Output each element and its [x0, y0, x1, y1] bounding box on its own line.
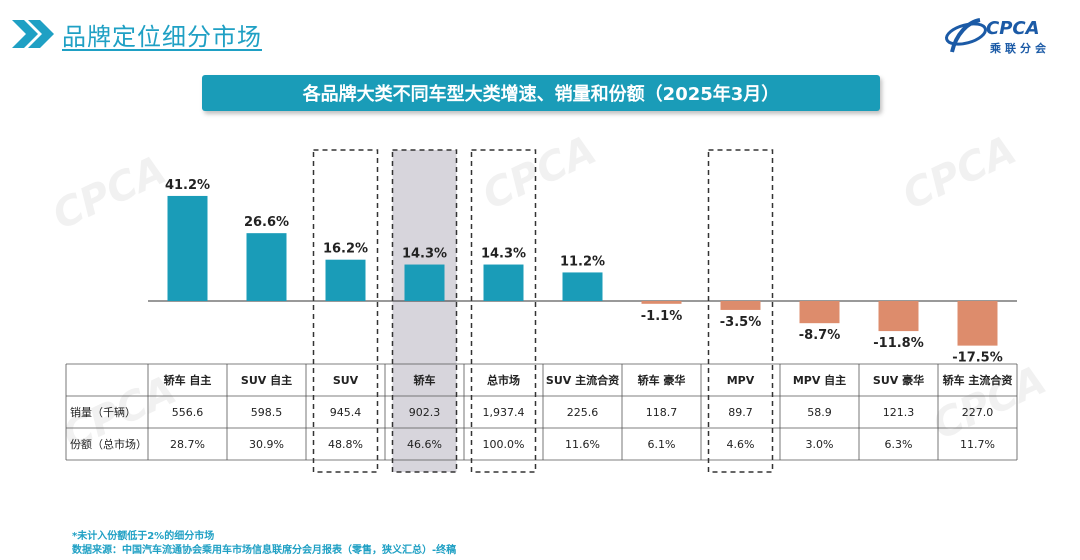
table-cell: 118.7: [646, 406, 678, 419]
chart-title: 各品牌大类不同车型大类增速、销量和份额（2025年3月）: [302, 84, 780, 105]
table-cell: 100.0%: [483, 438, 525, 451]
highlight-dashed-box: [312, 149, 379, 473]
chart-title-banner: 各品牌大类不同车型大类增速、销量和份额（2025年3月）: [202, 75, 880, 111]
bar: [878, 301, 919, 332]
bar-value-label: -11.8%: [873, 336, 924, 351]
bar: [404, 264, 445, 301]
table-header-cell: 轿车 豪华: [638, 373, 686, 387]
bar-value-label: -8.7%: [799, 328, 840, 343]
chevron-right-icon: [12, 20, 56, 48]
highlight-dashed-box: [707, 149, 774, 473]
table-header-cell: SUV 主流合资: [546, 373, 619, 387]
table-cell: 6.1%: [648, 438, 676, 451]
bar: [641, 301, 682, 304]
table-header-cell: SUV: [333, 374, 359, 387]
highlight-shade: [392, 150, 457, 472]
bar: [562, 272, 603, 301]
bar-value-label: -3.5%: [720, 315, 761, 330]
table-cell: 6.3%: [885, 438, 913, 451]
table-header-cell: SUV 豪华: [873, 373, 924, 387]
table-cell: 225.6: [567, 406, 599, 419]
table-header-cell: 轿车 自主: [164, 373, 212, 387]
table-row-label: 销量（千辆）: [70, 405, 136, 419]
table-cell: 227.0: [962, 406, 994, 419]
table-cell: 89.7: [728, 406, 753, 419]
table-cell: 556.6: [172, 406, 204, 419]
bar: [167, 195, 208, 301]
bar-value-label: 14.3%: [481, 247, 526, 262]
footnote-source: 数据来源：中国汽车流通协会乘用车市场信息联席分会月报表（零售，狭义汇总）-终稿: [72, 545, 457, 556]
bar: [246, 233, 287, 301]
table-cell: 28.7%: [170, 438, 205, 451]
table-row-label: 份额（总市场）: [70, 437, 147, 451]
table-cell: 121.3: [883, 406, 915, 419]
table-header-cell: MPV 自主: [793, 373, 846, 387]
table-cell: 902.3: [409, 406, 441, 419]
highlight-dashed-box: [470, 149, 537, 473]
table-cell: 46.6%: [407, 438, 442, 451]
bar-value-label: 26.6%: [244, 215, 289, 230]
table-cell: 11.6%: [565, 438, 600, 451]
bar-value-label: 16.2%: [323, 242, 368, 257]
table-cell: 3.0%: [806, 438, 834, 451]
table-header-cell: 轿车: [414, 373, 436, 387]
footnote-share: *未计入份额低于2%的细分市场: [72, 531, 215, 542]
table-header-cell: 轿车 主流合资: [943, 373, 1013, 387]
table-cell: 30.9%: [249, 438, 284, 451]
logo-emblem-icon: [945, 18, 987, 53]
table-cell: 1,937.4: [483, 406, 525, 419]
table-cell: 598.5: [251, 406, 283, 419]
bar: [325, 259, 366, 301]
logo-text: CPCA: [986, 18, 1040, 39]
bar: [957, 301, 998, 346]
table-cell: 4.6%: [727, 438, 755, 451]
bar-value-label: -1.1%: [641, 309, 682, 324]
bar: [483, 264, 524, 301]
cpca-logo: CPCA 乘联分会: [942, 14, 1062, 60]
table-header-cell: 总市场: [487, 373, 520, 387]
bar-value-label: 14.3%: [402, 247, 447, 262]
logo-subtext: 乘联分会: [990, 42, 1050, 55]
bar-value-label: 11.2%: [560, 254, 605, 269]
bar: [799, 301, 840, 324]
table-cell: 48.8%: [328, 438, 363, 451]
page-header: 品牌定位细分市场: [12, 14, 262, 54]
bar-value-label: -17.5%: [952, 351, 1003, 366]
table-cell: 11.7%: [960, 438, 995, 451]
bar-value-label: 41.2%: [165, 178, 210, 193]
table-header-cell: SUV 自主: [241, 373, 292, 387]
bar: [720, 301, 761, 310]
highlight-dashed-box: [391, 149, 458, 473]
table-cell: 945.4: [330, 406, 362, 419]
page-title: 品牌定位细分市场: [62, 22, 262, 51]
table-header-cell: MPV: [727, 374, 755, 387]
table-cell: 58.9: [807, 406, 832, 419]
